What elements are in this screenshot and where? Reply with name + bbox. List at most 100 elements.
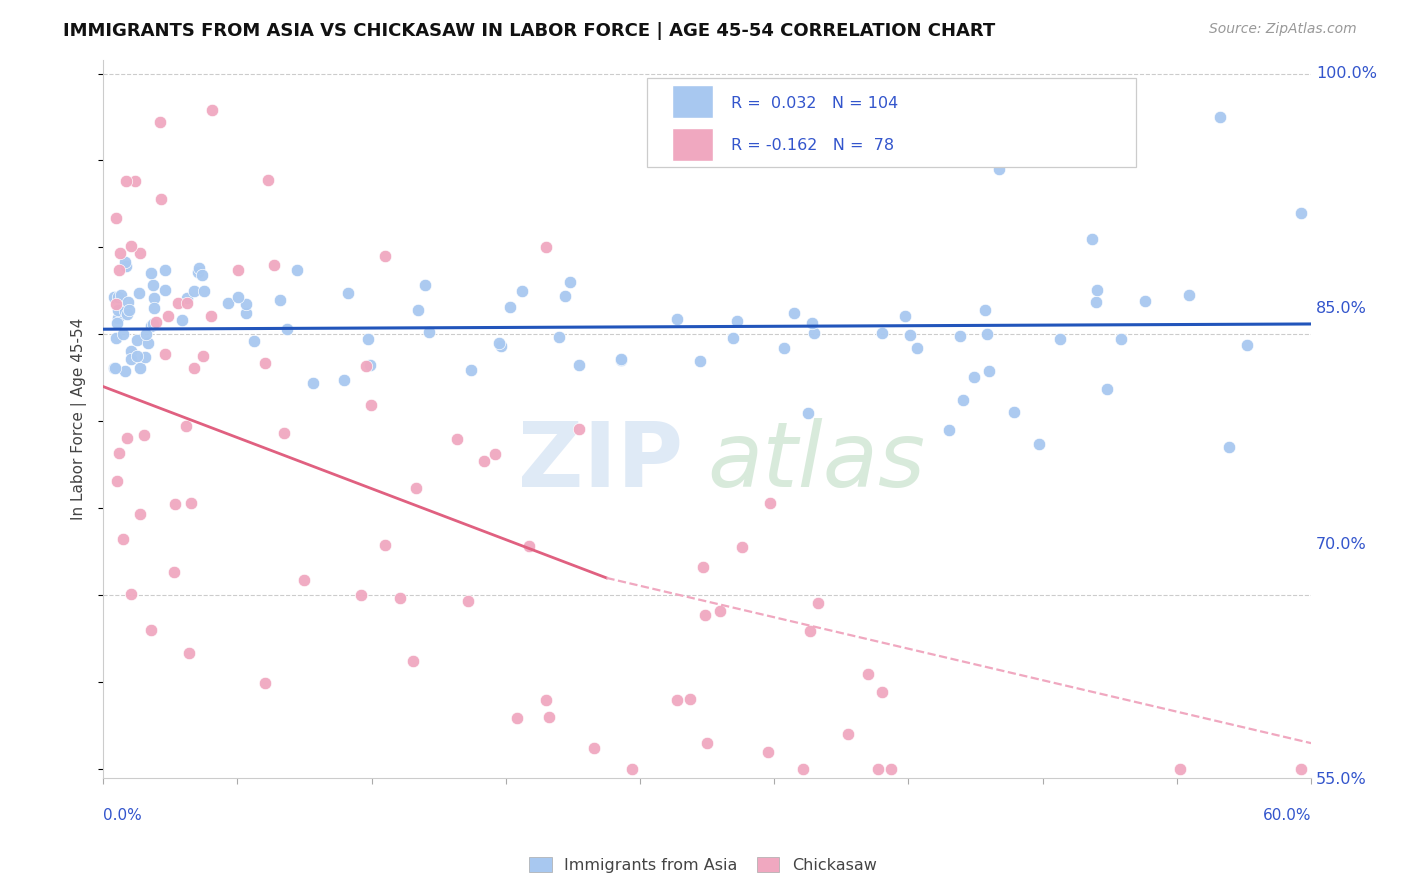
Point <box>1133 293 1156 308</box>
Point <box>103 290 125 304</box>
Point <box>141 623 163 637</box>
Point <box>620 762 643 776</box>
Point <box>263 258 285 272</box>
Point <box>709 604 731 618</box>
Point <box>952 392 974 407</box>
Point <box>538 710 561 724</box>
Point <box>120 343 142 358</box>
Point <box>155 263 177 277</box>
Point <box>583 741 606 756</box>
Point <box>111 327 134 342</box>
Point <box>446 432 468 446</box>
Point <box>128 286 150 301</box>
Point <box>104 331 127 345</box>
Point <box>894 310 917 324</box>
Point <box>974 303 997 318</box>
Point <box>150 192 173 206</box>
Point <box>696 736 718 750</box>
Point <box>801 316 824 330</box>
Point <box>142 277 165 292</box>
Point <box>484 447 506 461</box>
Y-axis label: In Labor Force | Age 45-54: In Labor Force | Age 45-54 <box>72 318 87 520</box>
Point <box>127 334 149 348</box>
Text: atlas: atlas <box>707 417 925 506</box>
Point <box>176 291 198 305</box>
Point <box>269 293 291 308</box>
Text: IMMIGRANTS FROM ASIA VS CHICKASAW IN LABOR FORCE | AGE 45-54 CORRELATION CHART: IMMIGRANTS FROM ASIA VS CHICKASAW IN LAB… <box>63 22 995 40</box>
Point <box>1085 294 1108 309</box>
Text: Source: ZipAtlas.com: Source: ZipAtlas.com <box>1209 22 1357 37</box>
Point <box>142 317 165 331</box>
Point <box>103 361 125 376</box>
FancyBboxPatch shape <box>672 86 713 119</box>
Point <box>187 265 209 279</box>
Point <box>949 329 972 343</box>
Point <box>506 711 529 725</box>
Point <box>134 351 156 365</box>
FancyBboxPatch shape <box>672 128 713 161</box>
Point <box>554 289 576 303</box>
Point <box>560 275 582 289</box>
Point <box>534 240 557 254</box>
Point <box>803 326 825 341</box>
Point <box>415 277 437 292</box>
Point <box>253 675 276 690</box>
Point <box>872 685 894 699</box>
Point <box>108 245 131 260</box>
Point <box>107 303 129 318</box>
Text: R = -0.162   N =  78: R = -0.162 N = 78 <box>731 138 894 153</box>
Point <box>692 560 714 574</box>
Point <box>1289 762 1312 776</box>
Point <box>114 364 136 378</box>
Point <box>273 425 295 440</box>
Point <box>988 162 1011 177</box>
Point <box>167 296 190 310</box>
Point <box>460 363 482 377</box>
Point <box>1085 283 1108 297</box>
Point <box>108 446 131 460</box>
Point <box>517 539 540 553</box>
Point <box>405 481 427 495</box>
Point <box>120 238 142 252</box>
Point <box>104 361 127 376</box>
Text: 60.0%: 60.0% <box>1263 808 1310 823</box>
Point <box>905 341 928 355</box>
Point <box>235 306 257 320</box>
Point <box>163 497 186 511</box>
Point <box>226 263 249 277</box>
Point <box>243 334 266 348</box>
Point <box>799 624 821 638</box>
Point <box>153 347 176 361</box>
Point <box>201 103 224 118</box>
Point <box>610 352 633 367</box>
Point <box>120 587 142 601</box>
Point <box>773 341 796 355</box>
Point <box>373 538 395 552</box>
Point <box>360 358 382 372</box>
Legend: Immigrants from Asia, Chickasaw: Immigrants from Asia, Chickasaw <box>523 851 883 880</box>
Point <box>104 211 127 226</box>
Point <box>276 322 298 336</box>
Point <box>1097 383 1119 397</box>
Point <box>350 588 373 602</box>
Text: 0.0%: 0.0% <box>103 808 142 823</box>
Point <box>689 354 711 368</box>
Point <box>837 727 859 741</box>
Point <box>302 376 325 390</box>
Point <box>120 352 142 367</box>
Point <box>129 507 152 521</box>
Point <box>187 261 209 276</box>
Point <box>129 246 152 260</box>
Point <box>218 296 240 310</box>
Point <box>179 646 201 660</box>
Point <box>112 533 135 547</box>
Point <box>488 336 510 351</box>
Text: R =  0.032   N = 104: R = 0.032 N = 104 <box>731 96 898 111</box>
Point <box>1289 205 1312 219</box>
Point <box>139 318 162 333</box>
Point <box>292 573 315 587</box>
Point <box>118 302 141 317</box>
Point <box>610 352 633 367</box>
Point <box>731 540 754 554</box>
Point <box>157 309 180 323</box>
